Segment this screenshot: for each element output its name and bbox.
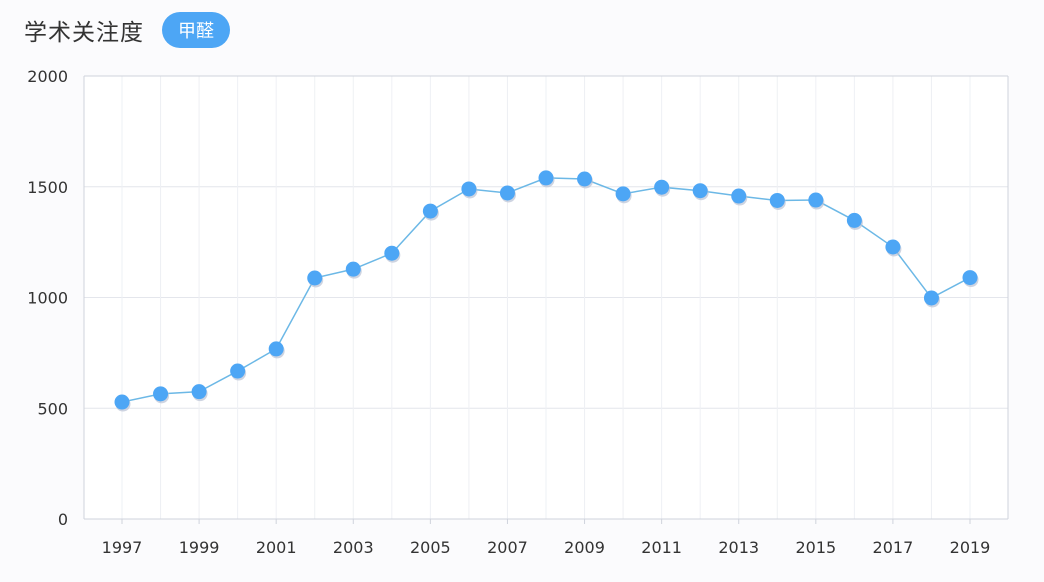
data-point	[230, 363, 246, 379]
y-tick-label: 500	[37, 399, 68, 418]
data-point	[769, 192, 785, 208]
data-point	[422, 203, 438, 219]
data-point	[808, 192, 824, 208]
x-tick-label: 2011	[641, 538, 682, 557]
page-title: 学术关注度	[24, 20, 144, 46]
data-point	[114, 394, 130, 410]
x-tick-label: 2007	[487, 538, 528, 557]
data-point	[153, 386, 169, 402]
y-tick-label: 1000	[27, 289, 68, 308]
y-tick-label: 2000	[27, 67, 68, 86]
data-point	[268, 341, 284, 357]
data-point	[962, 270, 978, 286]
data-point	[345, 261, 361, 277]
x-tick-label: 2001	[256, 538, 297, 557]
chart-header: 学术关注度 甲醛	[24, 10, 230, 50]
data-point	[923, 290, 939, 306]
data-point	[731, 188, 747, 204]
keyword-tag-button[interactable]: 甲醛	[162, 12, 230, 48]
x-tick-label: 2003	[333, 538, 374, 557]
data-point	[499, 185, 515, 201]
x-tick-label: 1997	[102, 538, 143, 557]
data-point	[384, 245, 400, 261]
data-point	[885, 239, 901, 255]
x-tick-label: 2013	[718, 538, 759, 557]
x-tick-label: 2015	[795, 538, 836, 557]
data-point	[692, 183, 708, 199]
data-point	[191, 384, 207, 400]
x-tick-label: 1999	[179, 538, 220, 557]
data-point	[307, 270, 323, 286]
data-point	[461, 181, 477, 197]
data-point	[615, 186, 631, 202]
y-tick-label: 1500	[27, 178, 68, 197]
x-tick-label: 2017	[873, 538, 914, 557]
data-point	[846, 212, 862, 228]
data-point	[538, 170, 554, 186]
x-tick-label: 2009	[564, 538, 605, 557]
data-point	[654, 179, 670, 195]
x-tick-label: 2019	[950, 538, 991, 557]
x-tick-label: 2005	[410, 538, 451, 557]
data-point	[577, 171, 593, 187]
y-tick-label: 0	[58, 510, 68, 529]
